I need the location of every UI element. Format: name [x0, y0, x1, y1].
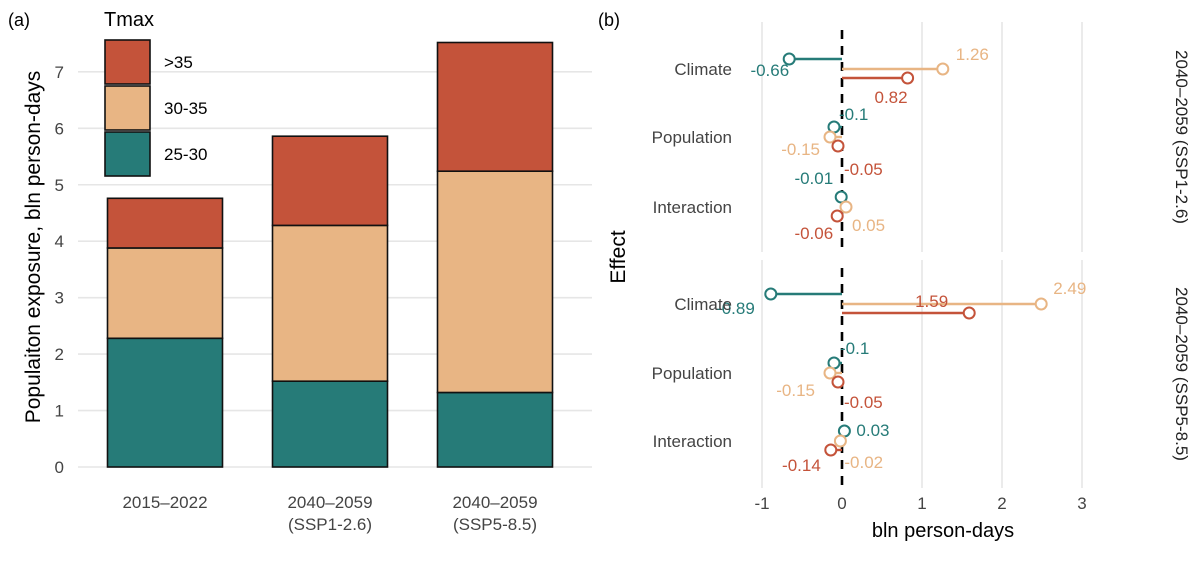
lollipop-point — [839, 200, 853, 214]
lollipop-point — [831, 375, 845, 389]
value-label: -0.14 — [782, 456, 821, 475]
y-tick-label: 2 — [55, 345, 64, 364]
value-label: -0.05 — [844, 393, 883, 412]
panel-a-x-tick-labels: 2015–2022 2040–2059 (SSP1-2.6) 2040–2059 (SS… — [122, 493, 537, 534]
value-label: 0.82 — [875, 88, 908, 107]
legend-label: >35 — [164, 53, 193, 72]
bar-segment-gt35 — [271, 135, 389, 227]
panel-b-facet-strips: 2040–2059 (SSP1-2.6) 2040–2059 (SSP5-8.5) — [1172, 50, 1191, 461]
x-tick-label: (SSP1-2.6) — [288, 515, 372, 534]
effect-label: Climate — [674, 60, 732, 79]
x-tick-label: -1 — [754, 494, 769, 513]
panel-b-value-labels: -0.66 1.26 0.82 -0.1 -0.15 -0.05 -0.01 0.05 -0.0… — [716, 45, 1086, 475]
panel-a-bars — [106, 41, 554, 468]
value-label: -0.66 — [750, 61, 789, 80]
y-tick-label: 3 — [55, 289, 64, 308]
value-label: -0.1 — [840, 339, 869, 358]
lollipop-point — [824, 443, 838, 457]
value-label: 0.05 — [852, 216, 885, 235]
x-tick-label: 1 — [917, 494, 926, 513]
panel-a-y-axis-label: Populaiton exposure, bln person-days — [22, 71, 45, 424]
lollipop-point — [782, 52, 796, 66]
y-tick-label: 5 — [55, 176, 64, 195]
value-label: -0.15 — [781, 140, 820, 159]
legend-key — [104, 131, 151, 177]
panel-a-label: (a) — [8, 10, 30, 30]
value-label: -0.89 — [716, 299, 755, 318]
bar-segment-25-30 — [436, 391, 554, 468]
bar-segment-30-35 — [436, 170, 554, 394]
value-label: -0.01 — [794, 169, 833, 188]
lollipop-point — [830, 209, 844, 223]
bar-segment-30-35 — [271, 224, 389, 382]
panel-b-marks — [764, 52, 1048, 457]
legend-label: 30-35 — [164, 99, 207, 118]
value-label: -0.02 — [844, 453, 883, 472]
bar-segment-25-30 — [271, 380, 389, 468]
bar-segment-25-30 — [106, 337, 224, 468]
value-label: 1.59 — [915, 292, 948, 311]
lollipop-point — [823, 130, 837, 144]
x-tick-label: 2040–2059 — [452, 493, 537, 512]
y-tick-label: 4 — [55, 232, 64, 251]
panel-b: (b) -0.66 1.26 0.82 -0.1 -0.15 -0.05 -0.01 0.05… — [598, 10, 1191, 542]
y-tick-label: 6 — [55, 119, 64, 138]
x-tick-label: (SSP5-8.5) — [453, 515, 537, 534]
value-label: -0.05 — [844, 160, 883, 179]
x-tick-label: 2 — [997, 494, 1006, 513]
x-tick-label: 2040–2059 — [287, 493, 372, 512]
value-label: 1.26 — [956, 45, 989, 64]
value-label: 0.03 — [856, 421, 889, 440]
y-tick-label: 7 — [55, 63, 64, 82]
y-tick-label: 1 — [55, 402, 64, 421]
legend-key — [104, 85, 151, 131]
effect-label: Population — [652, 128, 732, 147]
legend-label: 25-30 — [164, 145, 207, 164]
facet-strip-label: 2040–2059 (SSP1-2.6) — [1172, 50, 1191, 224]
lollipop-point — [901, 71, 915, 85]
lollipop-point — [962, 306, 976, 320]
lollipop-point — [936, 62, 950, 76]
value-label: -0.06 — [794, 224, 833, 243]
x-tick-label: 2015–2022 — [122, 493, 207, 512]
bar-segment-gt35 — [436, 41, 554, 173]
effect-label: Interaction — [653, 198, 732, 217]
panel-b-x-tick-labels: -1 0 1 2 3 — [754, 494, 1086, 513]
effect-label: Climate — [674, 295, 732, 314]
panel-b-gridlines — [761, 22, 1083, 488]
effect-label: Interaction — [653, 432, 732, 451]
y-tick-label: 0 — [55, 458, 64, 477]
bar-segment-30-35 — [106, 247, 224, 340]
lollipop-point — [834, 190, 848, 204]
panel-b-y-axis-label: Effect — [607, 230, 630, 283]
panel-a-y-tick-labels: 0 1 2 3 4 5 6 7 — [55, 63, 64, 477]
x-tick-label: 0 — [837, 494, 846, 513]
effect-label: Population — [652, 364, 732, 383]
panel-a-legend: Tmax >35 30-35 25-30 — [104, 9, 207, 177]
panel-b-label: (b) — [598, 10, 620, 30]
x-tick-label: 3 — [1077, 494, 1086, 513]
lollipop-point — [833, 434, 847, 448]
legend-title: Tmax — [104, 9, 154, 31]
value-label: -0.1 — [839, 105, 868, 124]
legend-key — [104, 39, 151, 85]
value-label: 2.49 — [1053, 279, 1086, 298]
lollipop-point — [764, 287, 778, 301]
facet-strip-label: 2040–2059 (SSP5-8.5) — [1172, 287, 1191, 461]
lollipop-point — [823, 366, 837, 380]
value-label: -0.15 — [776, 381, 815, 400]
panel-b-x-axis-label: bln person-days — [872, 520, 1014, 542]
lollipop-point — [1034, 297, 1048, 311]
bar-segment-gt35 — [106, 197, 224, 249]
panel-a: (a) 0 1 2 3 4 5 6 7 2015–2022 2040–2059 (SSP1-2.6… — [8, 9, 592, 534]
panel-b-effect-labels: Climate Population Interaction Climate Popul… — [652, 60, 732, 451]
lollipop-point — [831, 139, 845, 153]
